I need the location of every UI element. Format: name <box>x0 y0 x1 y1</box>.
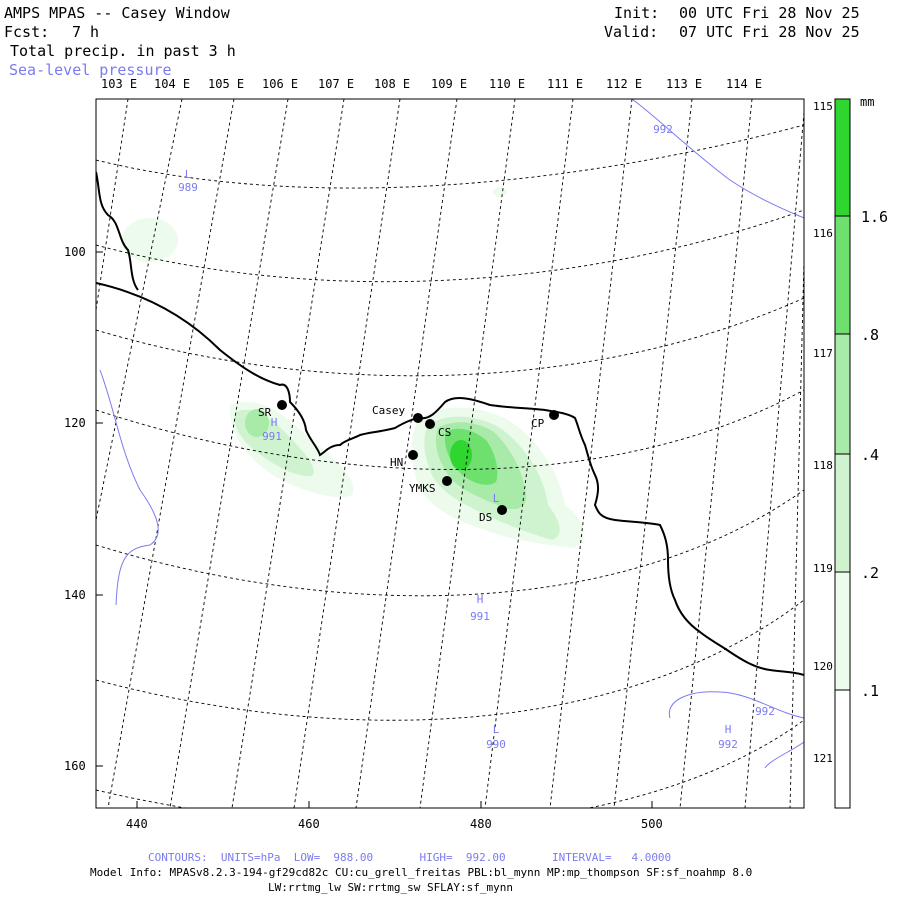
lon-label-103: 103 E <box>101 77 138 91</box>
station-dot-cs <box>425 419 435 429</box>
colorbar-segment-4 <box>835 454 850 572</box>
station-label-ymks: YMKS <box>409 482 436 495</box>
lon-label-112: 112 E <box>606 77 643 91</box>
lon-label-108: 108 E <box>374 77 411 91</box>
lon-label-104: 104 E <box>154 77 191 91</box>
pressure-value-h-se: 992 <box>718 738 738 751</box>
lon-label-111: 111 E <box>547 77 584 91</box>
colorbar-label-0-2: .2 <box>861 564 880 582</box>
valid-label: Valid: <box>604 23 659 41</box>
colorbar-segment-5 <box>835 572 850 690</box>
init-label: Init: <box>614 4 660 22</box>
station-dot-hn <box>408 450 418 460</box>
pressure-letter-h-se: H <box>725 723 732 736</box>
graticule <box>96 99 804 808</box>
station-label-cp: CP <box>531 417 545 430</box>
station-labels: SR Casey CS CP HN YMKS DS <box>258 404 545 524</box>
colorbar <box>834 98 851 809</box>
pressure-letter-l-ds: L <box>493 492 500 505</box>
isobar-label-north: 992 <box>653 123 673 136</box>
coastline <box>96 171 804 676</box>
station-label-hn: HN <box>390 456 403 469</box>
pressure-value-h-sr: 991 <box>262 430 282 443</box>
station-label-sr: SR <box>258 406 272 419</box>
colorbar-segment-1 <box>835 99 850 216</box>
forecast-label: Fcst: <box>4 23 50 41</box>
lon-label-109: 109 E <box>431 77 468 91</box>
station-dot-sr <box>277 400 287 410</box>
station-label-cs: CS <box>438 426 451 439</box>
lon-label-110: 110 E <box>489 77 526 91</box>
forecast-value: 7 h <box>72 23 100 41</box>
pressure-letter-l-nw: L <box>185 168 192 181</box>
isobars <box>99 99 804 769</box>
isobar-label-southeast: 992 <box>755 705 775 718</box>
colorbar-unit: mm <box>860 95 875 109</box>
colorbar-segment-2 <box>835 216 850 334</box>
y-tick-100: 100 <box>64 245 86 259</box>
pressure-value-h-center: 991 <box>470 610 490 623</box>
map-frame <box>95 98 805 809</box>
valid-value: 07 UTC Fri 28 Nov 25 <box>679 23 860 41</box>
lon-label-114: 114 E <box>726 77 763 91</box>
pressure-letter-h-center: H <box>477 593 484 606</box>
pressure-letter-h-sr: H <box>271 416 278 429</box>
colorbar-label-0-8: .8 <box>861 326 880 344</box>
y-tick-120: 120 <box>64 416 86 430</box>
pressure-letter-l-south: L <box>493 723 500 736</box>
pressure-value-l-nw: 989 <box>178 181 198 194</box>
map-title: AMPS MPAS -- Casey Window <box>4 4 230 22</box>
x-tick-460: 460 <box>298 817 320 831</box>
model-info-line2: LW:rrtmg_lw SW:rrtmg_sw SFLAY:sf_mynn <box>268 881 514 894</box>
station-dot-cp <box>549 410 559 420</box>
overlay-label: Sea-level pressure <box>9 61 172 79</box>
lon-label-107: 107 E <box>318 77 355 91</box>
init-value: 00 UTC Fri 28 Nov 25 <box>679 4 860 22</box>
x-tick-480: 480 <box>470 817 492 831</box>
axis-ticks <box>96 251 653 808</box>
lon-label-105: 105 E <box>208 77 245 91</box>
x-tick-440: 440 <box>126 817 148 831</box>
station-dot-ds <box>497 505 507 515</box>
station-dot-casey <box>413 413 423 423</box>
colorbar-label-0-4: .4 <box>861 446 880 464</box>
station-dot-ymks <box>442 476 452 486</box>
field-label: Total precip. in past 3 h <box>10 42 236 60</box>
model-info: Model Info: MPASv8.2.3-194-gf29cd82c CU:… <box>90 866 753 879</box>
colorbar-label-1-6: 1.6 <box>861 208 889 226</box>
colorbar-label-0-1: .1 <box>861 682 880 700</box>
pressure-value-l-south: 990 <box>486 738 506 751</box>
station-markers <box>277 400 559 515</box>
colorbar-segment-3 <box>835 334 850 454</box>
station-label-casey: Casey <box>372 404 405 417</box>
y-tick-140: 140 <box>64 588 86 602</box>
lon-label-113: 113 E <box>666 77 703 91</box>
y-tick-160: 160 <box>64 759 86 773</box>
x-tick-500: 500 <box>641 817 663 831</box>
lon-label-106: 106 E <box>262 77 299 91</box>
precip-shading <box>122 187 584 548</box>
station-label-ds: DS <box>479 511 492 524</box>
colorbar-segment-6 <box>835 690 850 808</box>
contours-info: CONTOURS: UNITS=hPa LOW= 988.00 HIGH= 99… <box>148 851 672 864</box>
pressure-centers: L 989 H 991 L H 991 L 990 H 992 992 992 <box>178 123 775 751</box>
